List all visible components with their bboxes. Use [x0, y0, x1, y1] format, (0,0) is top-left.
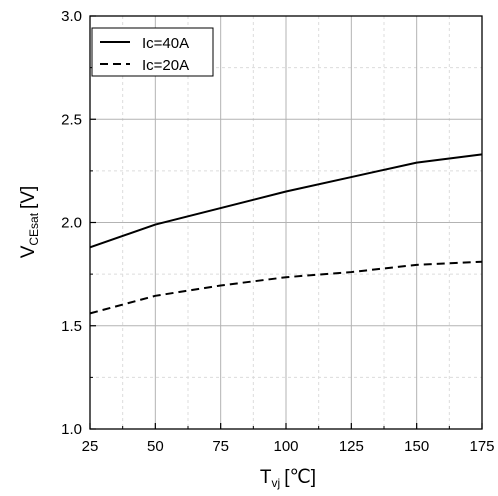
major-gridlines	[90, 16, 482, 429]
x-axis-title-sub: vj	[272, 476, 281, 490]
y-axis-title: VCEsat [V]	[18, 186, 41, 259]
legend-label-ic20: Ic=20A	[142, 57, 189, 74]
x-tick-label: 25	[82, 438, 99, 455]
x-tick-label: 175	[469, 438, 494, 455]
series-line-ic20	[89, 260, 483, 315]
y-tick-label: 2.5	[61, 111, 82, 128]
y-tick-label: 1.5	[61, 318, 82, 335]
x-axis-title-main: T	[260, 467, 272, 488]
x-axis-title: Tvj [℃]	[260, 467, 316, 490]
y-axis-title-main: V	[18, 245, 39, 258]
series-line-ic40	[89, 153, 483, 249]
x-tick-label: 75	[212, 438, 229, 455]
y-tick-label: 3.0	[61, 8, 82, 25]
y-axis-title-sub: CEsat	[27, 212, 41, 245]
y-tick-label: 1.0	[61, 421, 82, 438]
legend-label-ic40: Ic=40A	[142, 35, 189, 52]
x-axis-title-unit: [℃]	[284, 467, 316, 488]
legend: Ic=40A Ic=20A	[91, 27, 214, 77]
y-axis-title-unit: [V]	[18, 186, 39, 209]
series-layer	[89, 153, 483, 315]
axis-ticks	[89, 15, 483, 430]
x-tick-label: 125	[339, 438, 364, 455]
y-tick-label: 2.0	[61, 215, 82, 232]
x-tick-label: 150	[404, 438, 429, 455]
legend-box	[91, 27, 214, 77]
tick-labels: 25 50 75 100 125 150 175 1.0 1.5 2.0 2.5 3.0	[61, 8, 494, 455]
x-tick-label: 50	[147, 438, 164, 455]
x-tick-label: 100	[273, 438, 298, 455]
svg-text:VCEsat[V]: VCEsat [V]	[18, 186, 41, 259]
